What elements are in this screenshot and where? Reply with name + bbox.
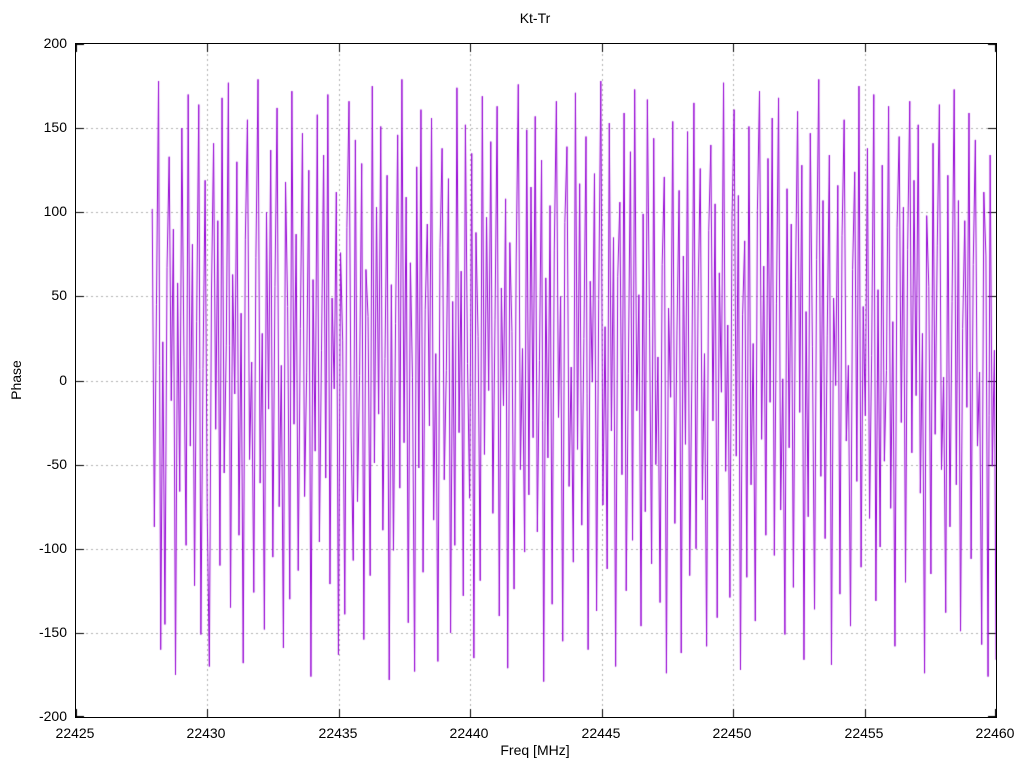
y-tick-label: -100 xyxy=(38,540,67,556)
y-tick-label: 0 xyxy=(59,372,67,388)
x-tick-label: 22450 xyxy=(712,725,752,741)
y-tick-label: -50 xyxy=(46,456,67,472)
x-tick-label: 22460 xyxy=(975,725,1015,741)
y-tick-label: 200 xyxy=(43,35,67,51)
chart-title: Kt-Tr xyxy=(519,10,551,26)
x-tick-label: 22455 xyxy=(844,725,884,741)
y-tick-label: 50 xyxy=(51,287,67,303)
x-tick-label: 22435 xyxy=(318,725,358,741)
x-tick-label: 22430 xyxy=(186,725,226,741)
y-tick-label: 100 xyxy=(43,203,67,219)
y-axis-label: Phase xyxy=(8,360,24,400)
x-axis-label: Freq [MHz] xyxy=(500,742,570,758)
plot-canvas xyxy=(76,44,996,717)
y-tick-label: -150 xyxy=(38,624,67,640)
plot-area xyxy=(75,43,997,718)
x-tick-label: 22440 xyxy=(449,725,489,741)
x-tick-label: 22445 xyxy=(581,725,621,741)
x-tick-label: 22425 xyxy=(55,725,95,741)
y-tick-label: -200 xyxy=(38,708,67,724)
y-tick-label: 150 xyxy=(43,119,67,135)
